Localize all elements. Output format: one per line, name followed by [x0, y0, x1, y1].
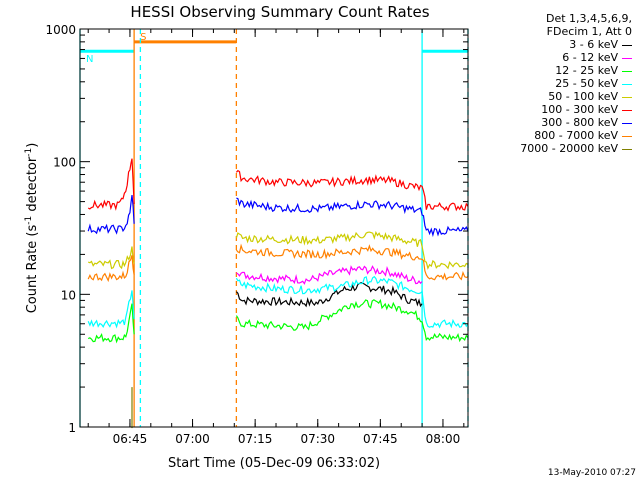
x-axis-label: Start Time (05-Dec-09 06:33:02): [168, 456, 380, 471]
x-tick-label-5: 08:00: [426, 432, 461, 446]
y-tick-label-2: 100: [53, 156, 76, 170]
legend-item-5: 100 - 300 keV: [520, 103, 632, 116]
y-axis-label-mid: detector: [25, 156, 40, 216]
x-tick-label-3: 07:30: [300, 432, 335, 446]
legend-item-label: 12 - 25 keV: [555, 64, 618, 77]
series-line-0-0: [235, 282, 423, 308]
series-layer: [87, 158, 469, 429]
tick-layer: 06:45 07:00 07:15 07:30 07:45 08:00 1 10 100 1000: [45, 23, 468, 446]
legend-item-4: 50 - 100 keV: [520, 90, 632, 103]
plot-frame: [79, 28, 469, 428]
series-line-2-1: [235, 298, 469, 343]
legend-header-line-1: Det 1,3,4,5,6,9,: [545, 12, 632, 25]
legend-item-7: 800 - 7000 keV: [520, 129, 632, 142]
footer-timestamp: 13-May-2010 07:27: [548, 468, 636, 478]
annotation-layer: SN: [79, 29, 469, 427]
y-axis-label-prefix: Count Rate (s: [25, 225, 40, 314]
y-axis-label: Count Rate (s-1 detector-1): [24, 143, 40, 314]
y-axis-label-sup1: -1: [24, 216, 34, 225]
legend-swatch: [622, 96, 632, 98]
series-line-4-0: [88, 246, 135, 270]
legend-swatch: [622, 70, 632, 72]
series-line-6-1: [236, 197, 469, 238]
legend-item-label: 6 - 12 keV: [562, 51, 618, 64]
legend-item-2: 12 - 25 keV: [520, 64, 632, 77]
series-line-3-1: [235, 275, 469, 329]
legend-item-label: 7000 - 20000 keV: [520, 142, 618, 155]
legend-item-3: 25 - 50 keV: [520, 77, 632, 90]
x-tick-label-0: 06:45: [113, 432, 148, 446]
series-line-4-1: [235, 230, 469, 270]
series-line-2-0: [87, 303, 135, 344]
annotation-label-0: S: [140, 32, 146, 43]
series-line-5-1: [235, 169, 469, 212]
y-axis-label-sup2: -1: [24, 148, 34, 157]
legend-swatch: [622, 83, 632, 85]
legend-swatch: [622, 148, 632, 150]
legend-item-label: 800 - 7000 keV: [534, 129, 618, 142]
legend-header-line-2: FDecim 1, Att 0: [546, 25, 632, 38]
x-tick-label-4: 07:45: [363, 432, 398, 446]
legend-swatch: [622, 57, 632, 59]
y-tick-label-0: 1: [68, 421, 76, 435]
series-line-7-1: [235, 243, 469, 281]
legend-item-label: 100 - 300 keV: [541, 103, 618, 116]
y-tick-label-3: 1000: [45, 23, 76, 37]
y-tick-label-1: 10: [61, 288, 76, 302]
legend-item-label: 25 - 50 keV: [555, 77, 618, 90]
legend: Det 1,3,4,5,6,9, FDecim 1, Att 0 3 - 6 k…: [520, 12, 632, 155]
legend-item-6: 300 - 800 keV: [520, 116, 632, 129]
series-line-5-0: [87, 158, 135, 211]
legend-items: 3 - 6 keV 6 - 12 keV 12 - 25 keV 25 - 50 ke…: [520, 38, 632, 155]
series-line-1-0: [236, 265, 423, 285]
series-line-3-0: [87, 290, 135, 329]
legend-item-0: 3 - 6 keV: [520, 38, 632, 51]
legend-swatch: [622, 122, 632, 124]
chart-title: HESSI Observing Summary Count Rates: [130, 3, 429, 21]
legend-swatch: [622, 109, 632, 111]
series-line-6-0: [87, 195, 135, 235]
x-tick-label-2: 07:15: [238, 432, 273, 446]
annotation-label-1: N: [86, 54, 93, 65]
series-line-7-0: [87, 255, 135, 283]
legend-item-label: 300 - 800 keV: [541, 116, 618, 129]
legend-item-1: 6 - 12 keV: [520, 51, 632, 64]
legend-item-label: 3 - 6 keV: [569, 38, 618, 51]
legend-item-label: 50 - 100 keV: [548, 90, 618, 103]
legend-swatch: [622, 44, 632, 46]
x-tick-label-1: 07:00: [175, 432, 210, 446]
y-axis-label-suffix: ): [25, 143, 40, 148]
legend-item-8: 7000 - 20000 keV: [520, 142, 632, 155]
legend-swatch: [622, 135, 632, 137]
